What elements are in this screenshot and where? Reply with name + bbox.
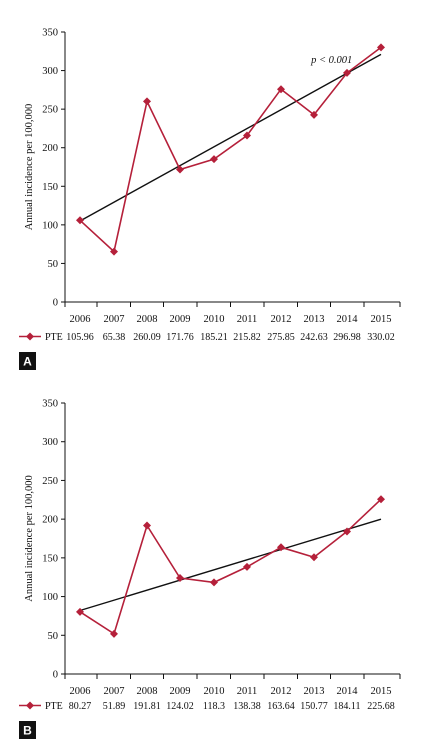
- x-tick-label: 2006: [70, 314, 91, 325]
- p-value-annotation: p < 0.001: [310, 55, 352, 66]
- y-tick-label: 200: [42, 143, 58, 154]
- value-label: 330.02: [367, 332, 395, 343]
- value-label: 150.77: [300, 701, 328, 712]
- value-label: 163.64: [267, 701, 295, 712]
- data-point: [377, 43, 385, 52]
- legend-label: PTE: [45, 701, 63, 712]
- data-point: [277, 85, 285, 94]
- x-tick-label: 2012: [271, 314, 292, 325]
- data-point: [176, 573, 184, 582]
- y-tick-label: 0: [53, 298, 58, 309]
- data-point: [343, 68, 351, 77]
- x-tick-label: 2007: [104, 314, 125, 325]
- x-tick-label: 2008: [137, 686, 158, 697]
- x-tick-label: 2009: [170, 314, 191, 325]
- value-label: 215.82: [233, 332, 261, 343]
- data-point: [110, 629, 118, 638]
- x-tick-label: 2011: [237, 314, 258, 325]
- panel-label-box: [19, 352, 36, 370]
- y-axis-label: Annual incidence per 100,000: [24, 104, 35, 231]
- y-tick-label: 100: [42, 592, 58, 603]
- data-point: [243, 562, 251, 571]
- value-label: 184.11: [333, 701, 360, 712]
- x-tick-label: 2007: [104, 686, 125, 697]
- y-tick-label: 100: [42, 220, 58, 231]
- value-label: 191.81: [133, 701, 161, 712]
- legend-marker: [26, 332, 34, 341]
- y-tick-label: 300: [42, 66, 58, 77]
- x-tick-label: 2014: [337, 314, 359, 325]
- y-tick-label: 350: [42, 28, 58, 39]
- data-point: [243, 131, 251, 140]
- series-line-pte: [79, 498, 382, 636]
- data-point: [210, 578, 218, 587]
- legend-label: PTE: [45, 332, 63, 343]
- value-label: 138.38: [233, 701, 261, 712]
- data-point: [110, 247, 118, 256]
- y-tick-label: 250: [42, 105, 58, 116]
- data-point: [76, 607, 84, 616]
- value-label: 51.89: [103, 701, 126, 712]
- trend-line: [79, 53, 382, 222]
- data-point: [343, 527, 351, 536]
- x-tick-label: 2008: [137, 314, 158, 325]
- data-point: [377, 495, 385, 504]
- data-point: [310, 553, 318, 562]
- y-axis-label: Annual incidence per 100,000: [24, 475, 35, 602]
- x-tick-label: 2013: [304, 686, 325, 697]
- y-tick-label: 150: [42, 182, 58, 193]
- value-label: 260.09: [133, 332, 161, 343]
- y-tick-label: 0: [53, 670, 58, 681]
- y-tick-label: 250: [42, 476, 58, 487]
- value-label: 105.96: [66, 332, 94, 343]
- trend-line: [79, 518, 382, 612]
- x-tick-label: 2012: [271, 686, 292, 697]
- value-label: 118.3: [203, 701, 225, 712]
- x-tick-label: 2013: [304, 314, 325, 325]
- x-tick-label: 2015: [371, 686, 392, 697]
- x-tick-label: 2010: [204, 314, 225, 325]
- x-tick-label: 2009: [170, 686, 191, 697]
- value-label: 242.63: [300, 332, 328, 343]
- value-label: 171.76: [166, 332, 194, 343]
- x-tick-label: 2011: [237, 686, 258, 697]
- value-label: 124.02: [166, 701, 194, 712]
- y-tick-label: 350: [42, 399, 58, 410]
- panel-label-box: [19, 721, 36, 739]
- series-line-pte: [79, 46, 382, 254]
- x-tick-label: 2010: [204, 686, 225, 697]
- data-point: [76, 216, 84, 225]
- value-label: 275.85: [267, 332, 295, 343]
- data-point: [143, 97, 151, 106]
- data-point: [176, 165, 184, 174]
- x-tick-label: 2015: [371, 314, 392, 325]
- value-label: 185.21: [200, 332, 228, 343]
- value-label: 65.38: [103, 332, 126, 343]
- data-point: [277, 543, 285, 552]
- panel-label: A: [23, 355, 32, 369]
- y-tick-label: 150: [42, 553, 58, 564]
- value-label: 296.98: [333, 332, 361, 343]
- data-point: [310, 110, 318, 119]
- panel-a: 0 50 100 150 200 250 300 350 2006 2007 2008 2009 201…: [19, 28, 401, 370]
- panel-b: 0 50 100 150 200 250 300 350 2006 2007 2008 2009 201…: [19, 399, 401, 739]
- x-tick-label: 2006: [70, 686, 91, 697]
- y-tick-label: 200: [42, 515, 58, 526]
- x-tick-label: 2014: [337, 686, 359, 697]
- data-point: [210, 155, 218, 164]
- panel-label: B: [23, 724, 32, 738]
- value-label: 80.27: [69, 701, 92, 712]
- legend-marker: [26, 701, 34, 710]
- data-point: [143, 521, 151, 530]
- y-tick-label: 50: [48, 631, 59, 642]
- y-tick-label: 300: [42, 437, 58, 448]
- value-label: 225.68: [367, 701, 395, 712]
- y-tick-label: 50: [48, 259, 59, 270]
